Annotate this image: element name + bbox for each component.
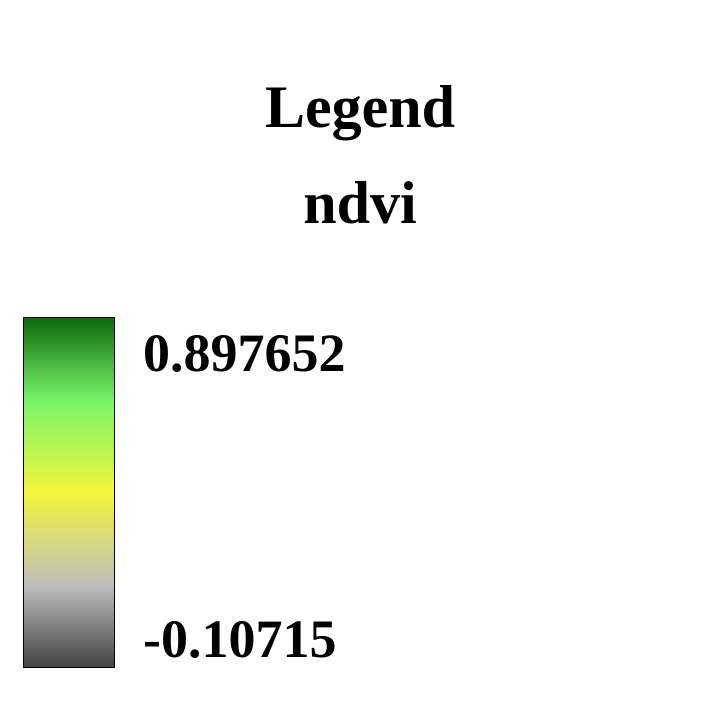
color-ramp [23, 317, 115, 668]
ramp-max-label: 0.897652 [143, 323, 346, 383]
layer-name: ndvi [303, 170, 417, 236]
legend-title: Legend [264, 74, 456, 140]
ramp-min-label: -0.10715 [143, 609, 337, 669]
